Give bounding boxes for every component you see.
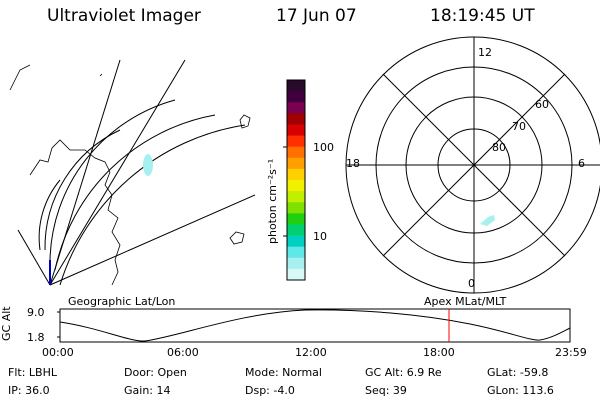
coast-island-2 xyxy=(229,231,245,245)
colorbar-label-10: 10 xyxy=(313,230,327,243)
info-mode: Mode: Normal xyxy=(245,366,322,379)
colorbar-segment xyxy=(287,113,305,125)
colorbar-segment xyxy=(287,80,305,92)
coastline xyxy=(29,139,121,286)
date-label: 17 Jun 07 xyxy=(276,6,357,26)
coast-island-1 xyxy=(239,114,251,129)
altitude-ymax: 9.0 xyxy=(27,306,45,319)
info-dsp: Dsp: -4.0 xyxy=(245,384,295,397)
colorbar-unit-label: photon cm⁻²s⁻¹ xyxy=(266,158,279,244)
apex-label: Apex MLat/MLT xyxy=(424,295,507,308)
coast-speck xyxy=(99,73,103,77)
altitude-axis-label: GC Alt xyxy=(0,306,13,341)
colorbar-segment xyxy=(287,202,305,214)
colorbar-segment xyxy=(287,257,305,270)
polar-label-6: 6 xyxy=(578,157,585,170)
map-arc-4 xyxy=(38,179,61,251)
colorbar-segment xyxy=(287,268,305,281)
geographic-label: Geographic Lat/Lon xyxy=(68,295,176,308)
coast-fragment-1 xyxy=(9,64,31,91)
info-gain: Gain: 14 xyxy=(124,384,171,397)
info-ip: IP: 36.0 xyxy=(8,384,50,397)
map-meridian-3 xyxy=(49,194,256,286)
instrument-title: Ultraviolet Imager xyxy=(47,6,201,26)
polar-label-0: 0 xyxy=(468,277,475,290)
colorbar-segment xyxy=(287,213,305,225)
colorbar-segment xyxy=(287,168,305,181)
time-tick-2: 12:00 xyxy=(295,346,327,359)
colorbar-segment xyxy=(287,102,305,114)
altitude-plot xyxy=(57,308,571,343)
altitude-plot-frame xyxy=(59,308,571,343)
colorbar-segment xyxy=(287,235,305,248)
colorbar-segment xyxy=(287,180,305,192)
polar-label-70: 70 xyxy=(512,120,526,133)
map-aurora-blob xyxy=(143,154,153,176)
polar-label-12: 12 xyxy=(478,46,492,59)
colorbar-label-100: 100 xyxy=(313,141,334,154)
colorbar-segment xyxy=(287,146,305,159)
colorbar xyxy=(287,80,305,281)
colorbar-segment xyxy=(287,91,305,103)
info-seq: Seq: 39 xyxy=(365,384,407,397)
polar-plot xyxy=(345,36,600,294)
polar-diag-2 xyxy=(382,73,566,257)
time-tick-3: 18:00 xyxy=(423,346,455,359)
map-meridian-4 xyxy=(17,229,51,286)
map-meridian-2 xyxy=(49,59,121,286)
geographic-map xyxy=(9,59,256,286)
colorbar-segment xyxy=(287,124,305,137)
info-glat: GLat: -59.8 xyxy=(487,366,549,379)
info-door: Door: Open xyxy=(124,366,187,379)
colorbar-segment xyxy=(287,246,305,259)
time-tick-1: 06:00 xyxy=(167,346,199,359)
time-label: 18:19:45 UT xyxy=(430,6,535,26)
polar-label-80: 80 xyxy=(492,141,506,154)
colorbar-frame xyxy=(286,79,306,281)
map-arc-outer xyxy=(59,124,246,286)
polar-aurora-blob xyxy=(480,215,495,226)
colorbar-segment xyxy=(287,157,305,170)
time-tick-0: 00:00 xyxy=(42,346,74,359)
info-glon: GLon: 113.6 xyxy=(487,384,554,397)
map-meridian-1 xyxy=(49,59,186,286)
colorbar-segment xyxy=(287,191,305,203)
map-arc-2 xyxy=(49,99,176,261)
info-filter: Flt: LBHL xyxy=(8,366,57,379)
altitude-ymin: 1.8 xyxy=(27,331,45,344)
polar-label-18: 18 xyxy=(346,157,360,170)
time-tick-4: 23:59 xyxy=(555,346,587,359)
polar-label-60: 60 xyxy=(535,98,549,111)
info-gc-alt: GC Alt: 6.9 Re xyxy=(365,366,442,379)
altitude-curve xyxy=(59,309,571,342)
colorbar-segment xyxy=(287,224,305,237)
map-arc-3 xyxy=(44,129,121,251)
colorbar-segment xyxy=(287,135,305,148)
